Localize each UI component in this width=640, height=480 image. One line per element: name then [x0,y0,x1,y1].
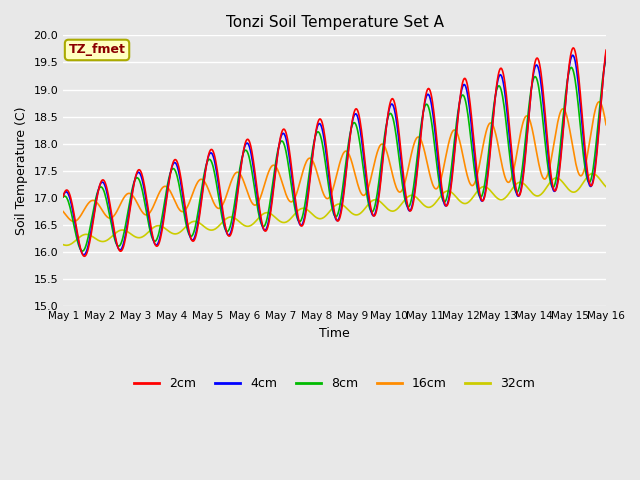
Legend: 2cm, 4cm, 8cm, 16cm, 32cm: 2cm, 4cm, 8cm, 16cm, 32cm [129,372,540,396]
X-axis label: Time: Time [319,327,350,340]
Y-axis label: Soil Temperature (C): Soil Temperature (C) [15,107,28,235]
Text: TZ_fmet: TZ_fmet [68,44,125,57]
Title: Tonzi Soil Temperature Set A: Tonzi Soil Temperature Set A [226,15,444,30]
